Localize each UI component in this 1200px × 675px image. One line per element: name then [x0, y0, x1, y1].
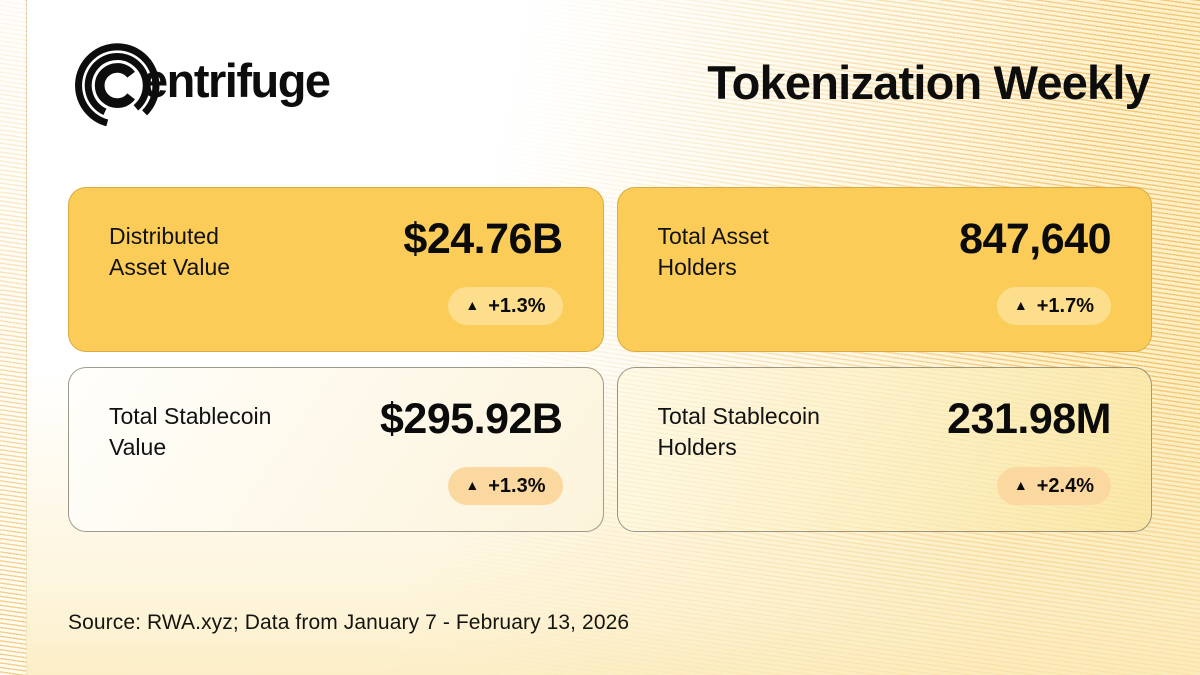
- brand-wordmark: entrifuge: [142, 53, 331, 107]
- centrifuge-arcs-icon: [75, 43, 160, 126]
- change-badge: ▲ +1.3%: [448, 287, 563, 325]
- change-value: +2.4%: [1036, 474, 1094, 497]
- stat-card-label: Distributed Asset Value: [109, 223, 231, 280]
- up-arrow-icon: ▲: [1013, 477, 1028, 493]
- stat-card-total-stablecoin-value: Total Stablecoin Value $295.92B ▲ +1.3%: [68, 367, 604, 532]
- stat-card-label: Total Stablecoin Holders: [657, 403, 820, 460]
- stat-card-value: 231.98M: [947, 395, 1111, 443]
- stat-card-label: Total Stablecoin Value: [109, 403, 272, 460]
- up-arrow-icon: ▲: [465, 297, 480, 313]
- stat-card-total-stablecoin-holders: Total Stablecoin Holders 231.98M ▲ +2.4%: [616, 367, 1152, 532]
- page-title: Tokenization Weekly: [707, 55, 1151, 109]
- left-stripe-band: [0, 0, 26, 675]
- header: entrifuge Tokenization Weekly: [68, 36, 1151, 128]
- stat-card-label: Total Asset Holders: [657, 223, 769, 280]
- change-value: +1.3%: [488, 474, 546, 497]
- brand-logo: entrifuge: [68, 38, 331, 126]
- stat-card-value: 847,640: [959, 215, 1111, 263]
- stat-card-distributed-asset-value: Distributed Asset Value $24.76B ▲ +1.3%: [68, 187, 604, 352]
- up-arrow-icon: ▲: [1013, 297, 1028, 313]
- change-badge: ▲ +1.7%: [996, 287, 1111, 325]
- change-badge: ▲ +1.3%: [448, 467, 563, 505]
- stat-card-value: $24.76B: [403, 215, 563, 263]
- change-badge: ▲ +2.4%: [996, 467, 1111, 505]
- up-arrow-icon: ▲: [465, 477, 480, 493]
- stat-card-total-asset-holders: Total Asset Holders 847,640 ▲ +1.7%: [616, 187, 1152, 352]
- change-value: +1.3%: [488, 294, 546, 317]
- stat-cards-grid: Distributed Asset Value $24.76B ▲ +1.3% …: [68, 187, 1152, 532]
- change-value: +1.7%: [1036, 294, 1094, 317]
- source-text: Source: RWA.xyz; Data from January 7 - F…: [68, 611, 630, 634]
- stat-card-value: $295.92B: [380, 395, 563, 443]
